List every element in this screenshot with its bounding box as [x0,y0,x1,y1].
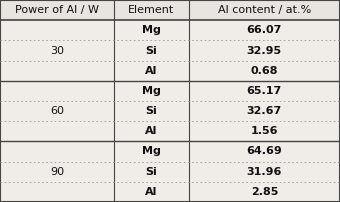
Text: 32.95: 32.95 [247,45,282,56]
Bar [0,40,340,61]
Text: 0.68: 0.68 [251,66,278,76]
Bar [0,101,340,121]
Text: Element: Element [128,5,174,15]
Text: 31.96: 31.96 [246,167,282,177]
Text: 66.07: 66.07 [246,25,282,35]
Text: Si: Si [146,167,157,177]
Text: 65.17: 65.17 [247,86,282,96]
Text: Mg: Mg [142,86,161,96]
Bar [0,182,340,202]
Bar [0,141,340,162]
Text: Si: Si [146,106,157,116]
Text: Al: Al [145,66,157,76]
Bar [0,0,340,20]
Text: 2.85: 2.85 [251,187,278,197]
Text: Power of Al / W: Power of Al / W [15,5,99,15]
Text: Al content / at.%: Al content / at.% [218,5,311,15]
Text: 90: 90 [50,167,64,177]
Text: 64.69: 64.69 [246,146,282,157]
Bar [0,61,340,81]
Text: 1.56: 1.56 [251,126,278,136]
Text: 30: 30 [50,45,64,56]
Text: 32.67: 32.67 [247,106,282,116]
Text: 60: 60 [50,106,64,116]
Text: Al: Al [145,126,157,136]
Text: Mg: Mg [142,25,161,35]
Text: Mg: Mg [142,146,161,157]
Bar [0,20,340,40]
Bar [0,162,340,182]
Bar [0,81,340,101]
Text: Al: Al [145,187,157,197]
Text: Si: Si [146,45,157,56]
Bar [0,121,340,141]
